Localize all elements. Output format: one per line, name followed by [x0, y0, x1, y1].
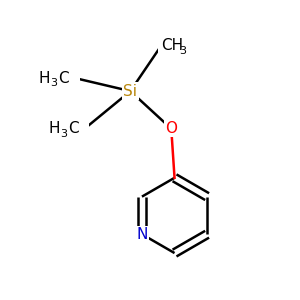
Text: Si: Si [123, 84, 137, 99]
Text: 3: 3 [179, 46, 186, 56]
Text: O: O [165, 121, 177, 136]
Text: C: C [68, 121, 79, 136]
Text: CH: CH [161, 38, 184, 53]
Bar [37, 68, 80, 86]
Bar [158, 34, 194, 53]
Text: 3: 3 [60, 129, 67, 139]
Text: 3: 3 [50, 78, 57, 88]
Bar [47, 119, 89, 137]
Text: N: N [136, 227, 148, 242]
Text: H: H [49, 121, 60, 136]
Text: C: C [58, 70, 69, 86]
Text: H: H [39, 70, 50, 86]
